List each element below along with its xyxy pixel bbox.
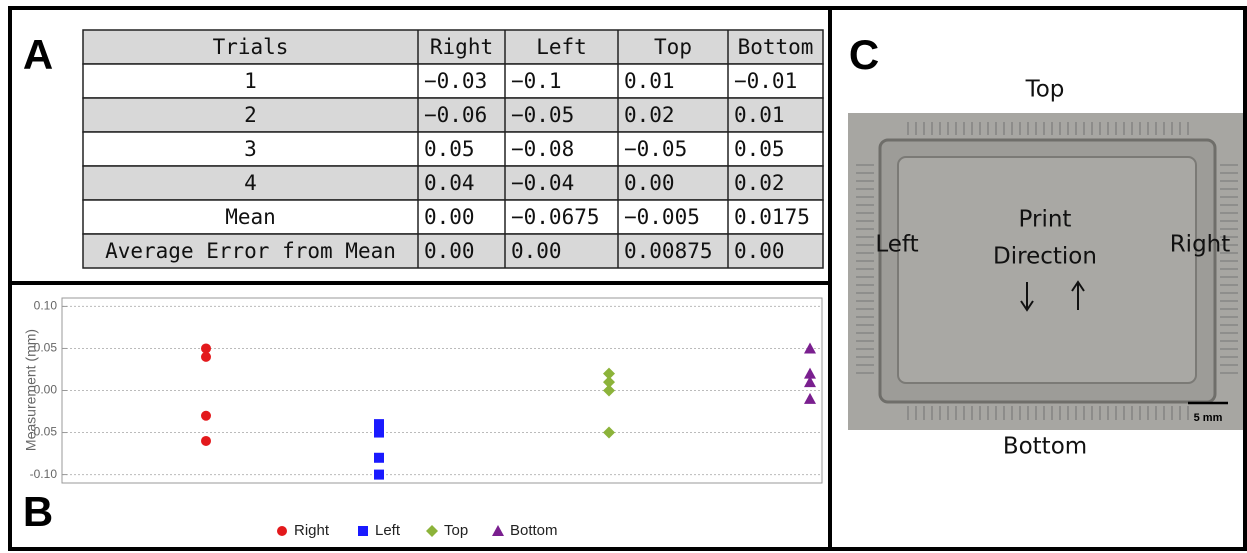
panel-label: C	[849, 31, 879, 78]
legend-label: Right	[294, 522, 330, 539]
table-cell: −0.06	[424, 103, 487, 127]
legend-marker	[358, 526, 368, 536]
table-cell: −0.01	[734, 69, 797, 93]
table-cell: 0.05	[734, 137, 785, 161]
table-cell: 0.02	[624, 103, 675, 127]
header-cell: Top	[654, 35, 692, 59]
table-cell: 0.00	[511, 239, 562, 263]
table-cell: 0.01	[734, 103, 785, 127]
y-tick-label: -0.05	[30, 425, 58, 439]
table-cell: 0.0175	[734, 205, 810, 229]
table-cell: 0.04	[424, 171, 475, 195]
y-tick-label: 0.10	[34, 299, 58, 313]
table-cell: 0.00	[424, 239, 475, 263]
y-tick-label: -0.10	[30, 467, 58, 481]
table-cell: 0.00	[424, 205, 475, 229]
y-tick-label: 0.05	[34, 341, 58, 355]
figure: A B C Trials Right Left Top Bottom 1 −0.03 −0.1…	[0, 0, 1247, 553]
marker	[201, 411, 211, 421]
table-cell: −0.03	[424, 69, 487, 93]
table-cell: 0.01	[624, 69, 675, 93]
table-cell: 0.00875	[624, 239, 713, 263]
label-right: Right	[1170, 232, 1231, 258]
panel-label: A	[23, 31, 53, 78]
legend-marker	[277, 526, 287, 536]
photo: 5 mm Top Bottom Left Right Print Directi…	[848, 77, 1243, 460]
table-cell: −0.08	[511, 137, 574, 161]
label-left: Left	[875, 232, 918, 258]
scale-label: 5 mm	[1194, 412, 1223, 424]
table-cell: −0.05	[624, 137, 687, 161]
table: Trials Right Left Top Bottom 1 −0.03 −0.1 0.01 −0…	[83, 30, 823, 268]
label-center: Print	[1019, 207, 1072, 233]
y-tick-label: 0.00	[34, 383, 58, 397]
table-cell: −0.1	[511, 69, 562, 93]
label-top: Top	[1025, 77, 1065, 103]
legend-label: Left	[375, 522, 401, 539]
inner-frame	[898, 157, 1196, 383]
marker	[201, 436, 211, 446]
table-cell: Mean	[225, 205, 276, 229]
table-cell: 3	[244, 137, 257, 161]
table-cell: −0.005	[624, 205, 700, 229]
table-cell: 0.00	[734, 239, 785, 263]
table-cell: −0.05	[511, 103, 574, 127]
header-cell: Trials	[213, 35, 289, 59]
table-cell: 4	[244, 171, 257, 195]
table-cell: −0.0675	[511, 205, 600, 229]
header-cell: Left	[536, 35, 587, 59]
header-cell: Right	[430, 35, 493, 59]
table-cell: −0.04	[511, 171, 574, 195]
panel-label: B	[23, 488, 53, 535]
table-cell: 1	[244, 69, 257, 93]
table-cell: 0.00	[624, 171, 675, 195]
marker	[374, 453, 384, 463]
table-cell: Average Error from Mean	[105, 239, 396, 263]
marker	[201, 352, 211, 362]
label-center: Direction	[993, 244, 1097, 270]
table-cell: 2	[244, 103, 257, 127]
legend-label: Top	[444, 522, 468, 539]
marker	[374, 419, 384, 429]
marker	[374, 470, 384, 480]
table-cell: 0.02	[734, 171, 785, 195]
table-cell: 0.05	[424, 137, 475, 161]
legend-label: Bottom	[510, 522, 558, 539]
header-cell: Bottom	[738, 35, 814, 59]
label-bottom: Bottom	[1003, 434, 1087, 460]
